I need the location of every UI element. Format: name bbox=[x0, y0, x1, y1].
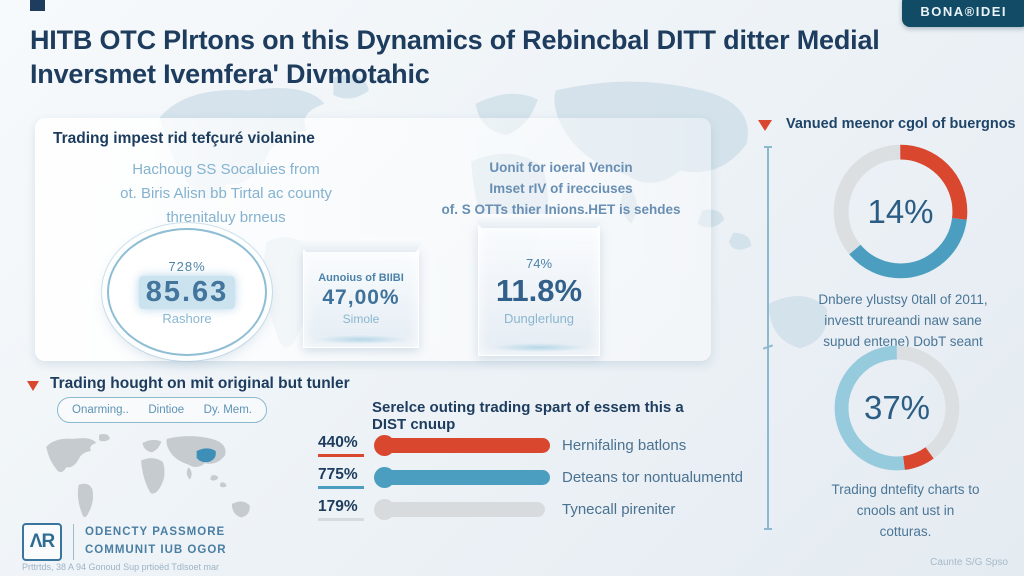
box-stat-label: Simole bbox=[342, 312, 380, 326]
cube-stat-value: 11.8% bbox=[495, 273, 583, 308]
glass-cube-stat: 74% 11.8% Dunglerlung bbox=[478, 226, 600, 356]
corner-tick-decoration bbox=[30, 0, 45, 11]
card-right-note: Uonit for ioeral Vencin Imset rIV of ire… bbox=[441, 160, 681, 217]
donut-chart-14: 14% bbox=[832, 143, 969, 280]
donut-14-value: 14% bbox=[867, 192, 934, 230]
donut-14-caption: Dnbere ylustsy 0tall of 2011, investt tr… bbox=[818, 292, 988, 349]
bar-row-1: 440% Hernifaling batlons bbox=[318, 429, 748, 461]
circle-stat: 728% 85.63 Rashore bbox=[107, 228, 267, 356]
bar-row-3: 179% Tynecall pireniter bbox=[318, 493, 748, 525]
organization-name: ODENCTY PASSMORE COMMUNIT IUB OGOR bbox=[85, 526, 227, 556]
circle-stat-label: Rashore bbox=[162, 310, 212, 326]
marker-triangle-icon bbox=[758, 120, 772, 131]
ar-logo: ΛR bbox=[22, 523, 62, 561]
pill-tab-3[interactable]: Dy. Mem. bbox=[203, 404, 252, 416]
bar bbox=[374, 434, 550, 456]
bar-value: 179% bbox=[318, 498, 364, 521]
page-title: HITB OTC Plrtons on this Dynamics of Reb… bbox=[30, 25, 880, 89]
bar-value: 440% bbox=[318, 434, 364, 457]
bar-row-2: 775% Deteans tor nontualumentd bbox=[318, 461, 748, 493]
brand-badge: BONA®IDEI bbox=[902, 0, 1024, 27]
box-stat-title: Aunoius of BIIBI bbox=[318, 272, 404, 284]
bar-label: Hernifaling batlons bbox=[562, 436, 687, 454]
circle-stat-value: 85.63 bbox=[138, 275, 236, 309]
trading-volume-card: Trading impest rid tefçuré violanine Hac… bbox=[35, 118, 711, 361]
circle-stat-top: 728% bbox=[168, 258, 206, 274]
logo-row: ΛR ODENCTY PASSMORE COMMUNIT IUB OGOR bbox=[22, 523, 227, 561]
donut-37-value: 37% bbox=[863, 389, 931, 426]
bar-label: Deteans tor nontualumentd bbox=[562, 468, 743, 486]
bar-label: Tynecall pireniter bbox=[562, 500, 676, 518]
dimension-line bbox=[764, 146, 772, 530]
logo-divider bbox=[73, 524, 74, 560]
bar-chart-header: Serelce outing trading spart of essem th… bbox=[372, 399, 684, 433]
footnote: Prttrtds, 38 A 94 Gonoud Sup prtioëd Tdl… bbox=[22, 562, 219, 572]
source-note: Caunte S/G Spso bbox=[930, 557, 1008, 568]
bar-track bbox=[374, 498, 546, 520]
marker-triangle-icon bbox=[27, 381, 39, 391]
bar-chart: 440% Hernifaling batlons 775% Deteans to… bbox=[318, 429, 748, 525]
bar bbox=[374, 498, 545, 520]
bar-track bbox=[374, 466, 550, 488]
bar bbox=[374, 466, 550, 488]
box-stat-value: 47,00% bbox=[322, 286, 400, 309]
pill-tab-1[interactable]: Onarming.. bbox=[72, 404, 129, 416]
donut-37-caption: Trading dntefity charts to cnools ant us… bbox=[831, 482, 980, 539]
glass-box-stat: Aunoius of BIIBI 47,00% Simole bbox=[303, 250, 419, 348]
right-panel-header: Vanued meenor cgol of buergnos bbox=[786, 116, 1016, 132]
card-header: Trading impest rid tefçuré violanine bbox=[53, 130, 315, 147]
cube-stat-top: 74% bbox=[525, 256, 553, 271]
bar-value: 775% bbox=[318, 466, 364, 489]
card-left-note: Hachoug SS Socaluies from ot. Biris Alis… bbox=[120, 161, 332, 226]
filter-pill: Onarming.. Dintioe Dy. Mem. bbox=[57, 397, 267, 423]
donut-chart-37: 37% bbox=[833, 344, 961, 472]
bar-track bbox=[374, 434, 550, 456]
bottom-left-header: Trading hought on mit original but tunle… bbox=[50, 375, 350, 392]
pill-tab-2[interactable]: Dintioe bbox=[148, 404, 185, 416]
cube-stat-label: Dunglerlung bbox=[503, 311, 575, 326]
